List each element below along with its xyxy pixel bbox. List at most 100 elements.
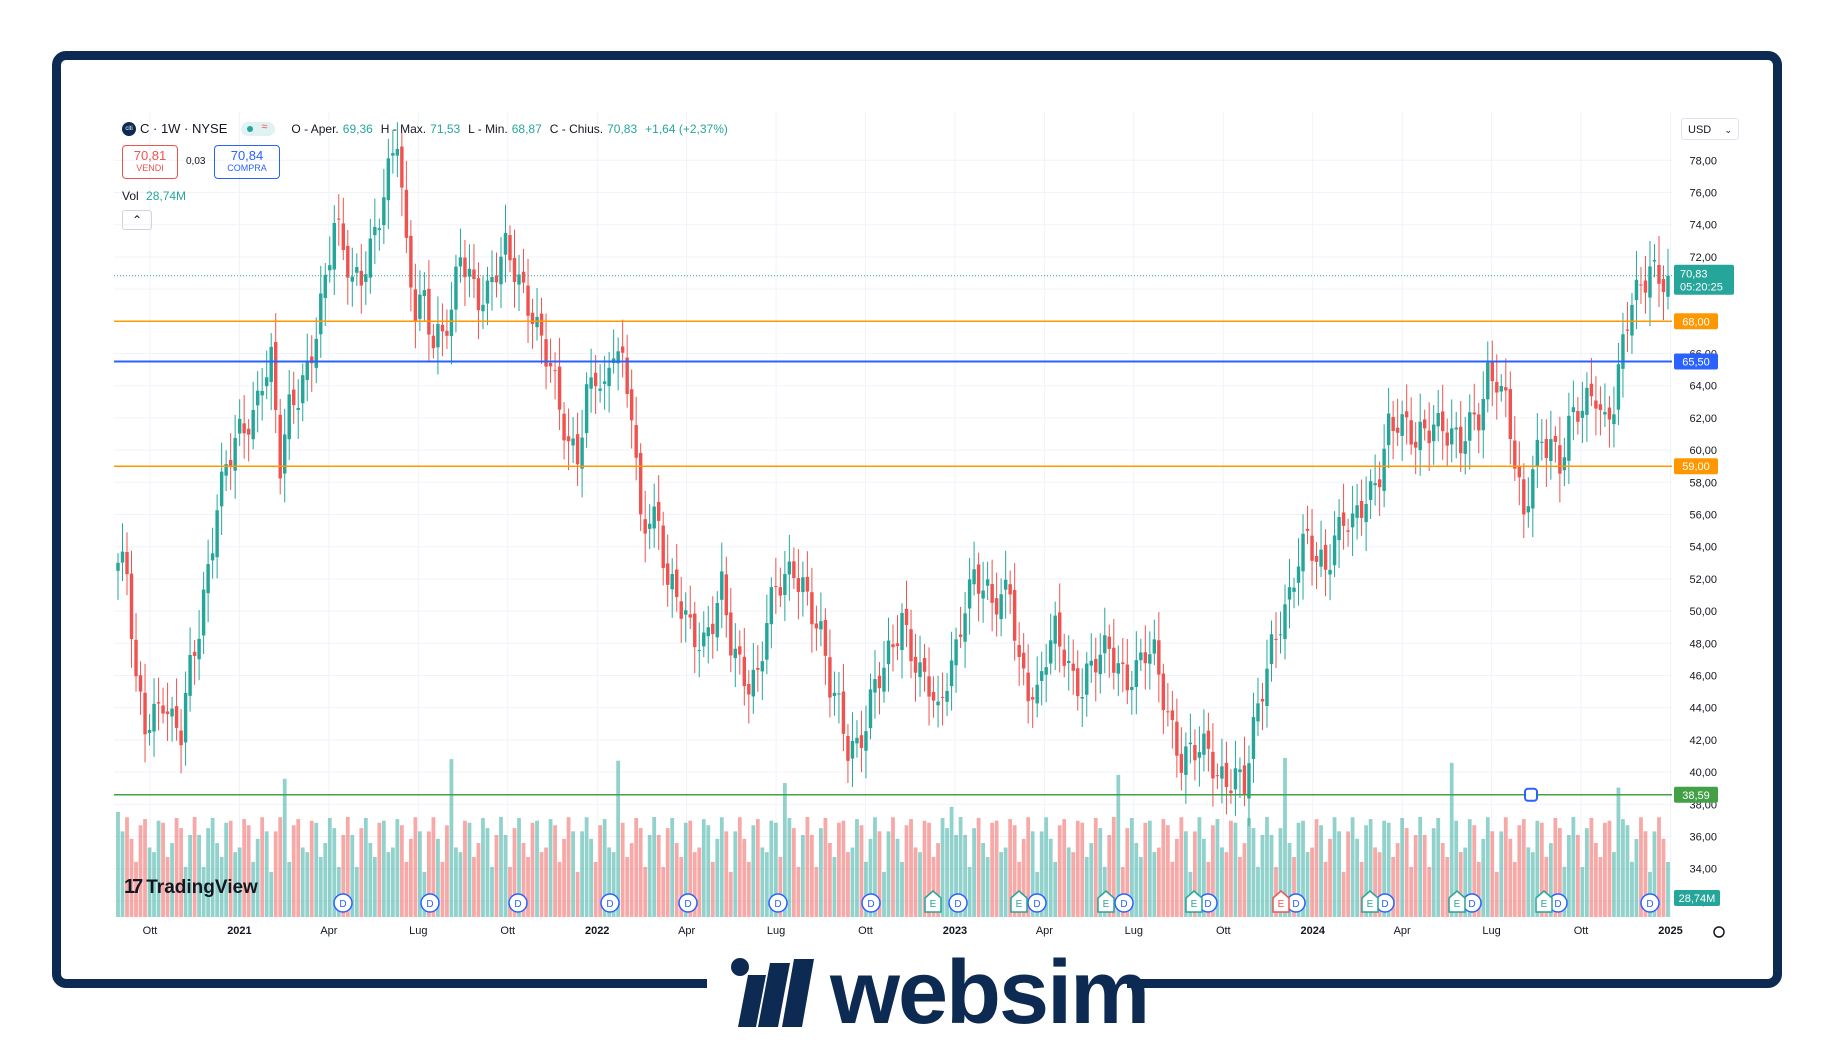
collapse-button[interactable]: ⌃ [122, 210, 152, 230]
candle-body [1184, 746, 1188, 775]
candle-body [1274, 638, 1278, 640]
candle-body [526, 285, 530, 316]
candle-body [562, 413, 566, 441]
ohlc-open-label: O - Aper. [291, 121, 339, 136]
candle-body [1125, 664, 1130, 691]
candle-body [675, 569, 679, 598]
volume-bar [1607, 820, 1612, 917]
volume-bar [318, 856, 323, 917]
candle-body [1634, 279, 1639, 301]
volume-bar [332, 828, 337, 917]
volume-bar [589, 838, 594, 917]
volume-bar [1445, 857, 1450, 917]
candle-body [490, 277, 494, 283]
candle-body [1346, 530, 1350, 532]
volume-bar [521, 843, 526, 917]
volume-bar [773, 822, 778, 917]
volume-bar [571, 831, 575, 917]
candle-body [1134, 660, 1139, 688]
volume-bar [1594, 842, 1598, 917]
candle-body [1030, 697, 1035, 700]
volume-bar [1116, 774, 1121, 917]
currency-value: USD [1688, 124, 1712, 136]
volume-bar [864, 861, 868, 917]
candle-body [1657, 264, 1661, 284]
dividend-marker-label: D [1292, 899, 1299, 910]
candle-body [1386, 413, 1391, 446]
candle-body [999, 594, 1003, 620]
volume-bar [512, 828, 517, 917]
x-tick-label: Apr [1036, 925, 1053, 937]
earnings-marker-icon [1361, 890, 1379, 913]
candle-body [386, 158, 391, 201]
volume-bar [819, 828, 823, 917]
currency-select[interactable]: USD ⌄ [1681, 118, 1739, 140]
candle-body [1067, 660, 1071, 663]
y-tick-label: 34,00 [1689, 864, 1717, 876]
level-price-tag [1674, 353, 1718, 370]
volume-bar [1224, 852, 1229, 917]
volume-bar [593, 861, 598, 917]
candle-body [1039, 671, 1044, 681]
volume-bar [751, 825, 756, 917]
candle-body [319, 293, 323, 335]
candle-body [895, 643, 900, 647]
volume-bar [1657, 817, 1661, 917]
candle-body [1477, 414, 1481, 431]
candle-body [814, 623, 819, 629]
candle-body [1648, 266, 1652, 298]
volume-bar [404, 861, 409, 917]
candle-body [260, 390, 264, 396]
candle-body [629, 389, 634, 421]
volume-bar [1652, 831, 1657, 917]
candle-body [1202, 733, 1206, 755]
candle-body [873, 679, 877, 693]
volume-bar [1319, 825, 1323, 917]
volume-bar [309, 820, 314, 917]
volume-bar [1026, 817, 1031, 917]
volume-bar [1373, 847, 1378, 917]
candle-body [1450, 428, 1454, 445]
chevron-up-icon: ⌃ [131, 213, 143, 227]
volume-bar [517, 817, 521, 917]
volume-bar [1526, 847, 1531, 917]
candle-body [841, 691, 846, 734]
candle-body [337, 218, 341, 220]
volume-bar [251, 861, 256, 917]
candle-body [219, 471, 224, 507]
candle-body [566, 436, 571, 442]
candle-body [1062, 649, 1066, 666]
volume-bar [1147, 820, 1152, 917]
volume-bar [625, 856, 630, 917]
sell-button[interactable]: 70,81 VENDI [122, 145, 178, 179]
candle-body [1265, 668, 1269, 706]
volume-bar [1098, 828, 1103, 917]
buy-button[interactable]: 70,84 COMPRA [214, 145, 280, 179]
volume-bar [661, 866, 666, 917]
candle-body [1175, 721, 1179, 756]
volume-bar [963, 834, 967, 917]
candle-body [1314, 555, 1319, 562]
symbol-info: citi C · 1W · NYSE ≈ O - Aper. 69,36 H -… [122, 121, 728, 136]
dividend-marker-icon [508, 893, 528, 913]
candle-body [598, 388, 602, 391]
candle-body [1427, 430, 1431, 444]
volume-bar [1197, 817, 1202, 917]
volume-bar [1621, 819, 1625, 917]
symbol-title[interactable]: C · 1W · NYSE [140, 121, 228, 136]
volume-bar [1616, 787, 1621, 917]
volume-bar [1305, 852, 1310, 917]
candle-body [503, 232, 508, 255]
sell-price: 70,81 [133, 148, 167, 163]
volume-bar [1630, 861, 1634, 917]
volume-bar [1251, 828, 1256, 917]
volume-bar [1350, 817, 1355, 917]
candle-body [170, 708, 174, 717]
candle-body [1058, 612, 1062, 647]
candle-body [210, 553, 215, 561]
dividend-marker-icon [1027, 893, 1047, 913]
candle-body [756, 668, 760, 670]
volume-bar [634, 817, 639, 917]
candle-body [693, 613, 697, 648]
